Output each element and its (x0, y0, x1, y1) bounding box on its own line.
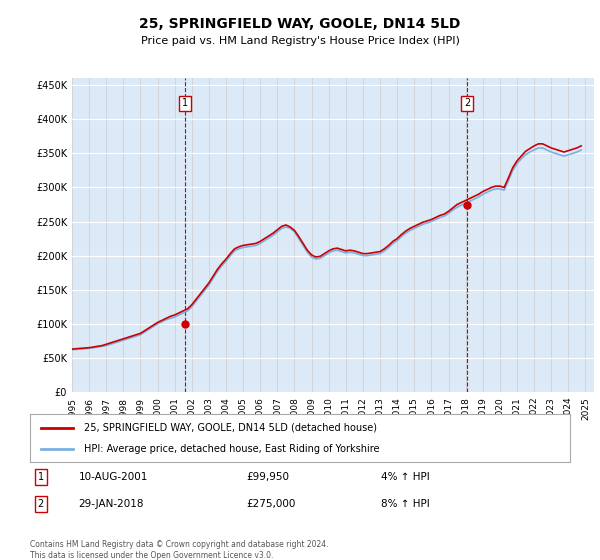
Text: 4% ↑ HPI: 4% ↑ HPI (381, 473, 430, 482)
Text: 2: 2 (38, 499, 44, 509)
Text: 25, SPRINGFIELD WAY, GOOLE, DN14 5LD: 25, SPRINGFIELD WAY, GOOLE, DN14 5LD (139, 17, 461, 31)
Text: 1: 1 (38, 473, 44, 482)
Text: £99,950: £99,950 (246, 473, 289, 482)
Text: 25, SPRINGFIELD WAY, GOOLE, DN14 5LD (detached house): 25, SPRINGFIELD WAY, GOOLE, DN14 5LD (de… (84, 423, 377, 433)
Text: 8% ↑ HPI: 8% ↑ HPI (381, 499, 430, 509)
Text: HPI: Average price, detached house, East Riding of Yorkshire: HPI: Average price, detached house, East… (84, 444, 380, 454)
Text: 29-JAN-2018: 29-JAN-2018 (79, 499, 144, 509)
Text: 10-AUG-2001: 10-AUG-2001 (79, 473, 148, 482)
Text: 2: 2 (464, 99, 470, 109)
Text: £275,000: £275,000 (246, 499, 295, 509)
Text: Contains HM Land Registry data © Crown copyright and database right 2024.
This d: Contains HM Land Registry data © Crown c… (30, 540, 329, 560)
Text: Price paid vs. HM Land Registry's House Price Index (HPI): Price paid vs. HM Land Registry's House … (140, 36, 460, 46)
Text: 1: 1 (182, 99, 188, 109)
